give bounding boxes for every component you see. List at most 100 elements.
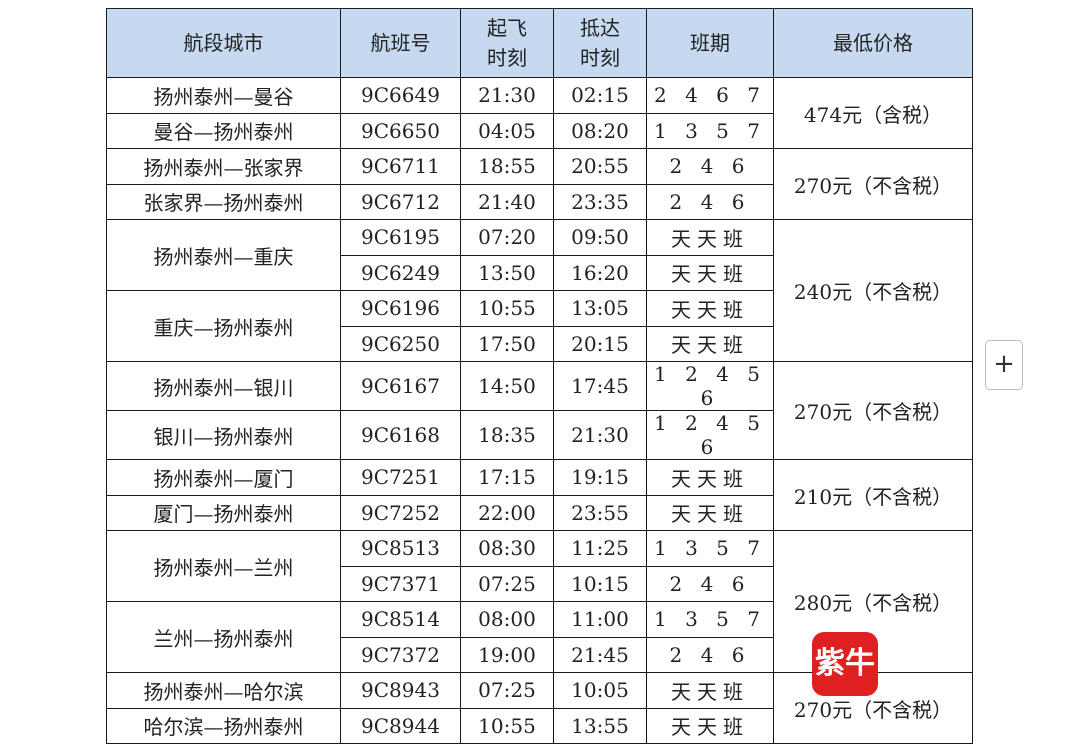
departure-time-cell: 08:30 [460, 530, 554, 567]
logo-text: 紫牛 [815, 646, 875, 681]
flight-number-cell: 9C6167 [340, 361, 461, 411]
schedule-days-cell: 2 4 6 [646, 636, 774, 673]
schedule-days-cell: 天天班 [646, 672, 774, 709]
price-cell: 240元（不含税） [773, 219, 973, 362]
price-cell: 270元（不含税） [773, 361, 973, 460]
route-cell: 厦门—扬州泰州 [106, 494, 341, 531]
schedule-days-cell: 2 4 6 [646, 565, 774, 602]
arrival-time-cell: 20:15 [553, 325, 647, 362]
flight-number-cell: 9C8513 [340, 530, 461, 567]
departure-time-cell: 07:25 [460, 672, 554, 709]
route-cell: 扬州泰州—厦门 [106, 459, 341, 496]
departure-time-cell: 08:00 [460, 601, 554, 638]
departure-time-cell: 13:50 [460, 254, 554, 291]
watermark-logo: 紫牛 [812, 632, 878, 696]
route-cell: 重庆—扬州泰州 [106, 290, 341, 362]
table-row: 扬州泰州—曼谷 9C6649 21:30 02:15 2 4 6 7 474元（含税） [106, 77, 973, 149]
schedule-days-cell: 天天班 [646, 254, 774, 291]
schedule-days-cell: 天天班 [646, 459, 774, 496]
arrival-time-cell: 10:15 [553, 565, 647, 602]
table-row: 扬州泰州—哈尔滨 9C8943 07:25 10:05 天天班 270元（不含税） [106, 672, 973, 744]
route-cell: 扬州泰州—重庆 [106, 219, 341, 291]
price-cell: 270元（不含税） [773, 672, 973, 744]
schedule-days-cell: 1 3 5 7 [646, 112, 774, 149]
schedule-days-cell: 1 3 5 7 [646, 530, 774, 567]
header-schedule: 班期 [646, 8, 774, 78]
arrival-time-cell: 17:45 [553, 361, 647, 411]
schedule-days-cell: 天天班 [646, 325, 774, 362]
arrival-time-cell: 19:15 [553, 459, 647, 496]
flight-number-cell: 9C8514 [340, 601, 461, 638]
schedule-days-cell: 2 4 6 [646, 183, 774, 220]
flight-schedule-table: 航段城市 航班号 起飞 时刻 抵达 时刻 班期 最低价格 扬州泰州—曼谷 9C66… [106, 8, 973, 744]
departure-time-cell: 10:55 [460, 707, 554, 744]
arrival-time-cell: 23:55 [553, 494, 647, 531]
flight-number-cell: 9C7371 [340, 565, 461, 602]
table-row: 扬州泰州—重庆 9C6195 07:20 09:50 天天班 240元（不含税） [106, 219, 973, 362]
table-row: 扬州泰州—兰州 9C8513 08:30 11:25 1 3 5 7 280元（不含税） [106, 530, 973, 673]
price-cell: 474元（含税） [773, 77, 973, 149]
header-row: 航段城市 航班号 起飞 时刻 抵达 时刻 班期 最低价格 [106, 8, 973, 78]
header-arrival: 抵达 时刻 [553, 8, 647, 78]
arrival-time-cell: 02:15 [553, 77, 647, 114]
expand-button[interactable]: + [985, 340, 1023, 390]
schedule-days-cell: 天天班 [646, 290, 774, 327]
route-cell: 张家界—扬州泰州 [106, 183, 341, 220]
price-cell: 210元（不含税） [773, 459, 973, 531]
departure-time-cell: 10:55 [460, 290, 554, 327]
flight-number-cell: 9C6712 [340, 183, 461, 220]
arrival-time-cell: 21:45 [553, 636, 647, 673]
flight-number-cell: 9C6249 [340, 254, 461, 291]
flight-number-cell: 9C6196 [340, 290, 461, 327]
arrival-time-cell: 10:05 [553, 672, 647, 709]
schedule-days-cell: 1 3 5 7 [646, 601, 774, 638]
schedule-days-cell: 1 2 4 5 6 [646, 410, 774, 460]
table-row: 厦门—扬州泰州 9C7252 22:00 23:55 天天班 [106, 494, 973, 531]
route-cell: 扬州泰州—银川 [106, 361, 341, 411]
arrival-time-cell: 13:55 [553, 707, 647, 744]
route-cell: 曼谷—扬州泰州 [106, 112, 341, 149]
departure-time-cell: 22:00 [460, 494, 554, 531]
flight-number-cell: 9C7372 [340, 636, 461, 673]
arrival-time-cell: 11:00 [553, 601, 647, 638]
route-cell: 扬州泰州—哈尔滨 [106, 672, 341, 709]
header-departure: 起飞 时刻 [460, 8, 554, 78]
arrival-time-cell: 16:20 [553, 254, 647, 291]
schedule-days-cell: 1 2 4 5 6 [646, 361, 774, 411]
arrival-time-cell: 21:30 [553, 410, 647, 460]
flight-number-cell: 9C6711 [340, 148, 461, 185]
flight-number-cell: 9C6195 [340, 219, 461, 256]
header-route: 航段城市 [106, 8, 341, 78]
departure-time-cell: 18:35 [460, 410, 554, 460]
schedule-days-cell: 天天班 [646, 494, 774, 531]
flight-number-cell: 9C8943 [340, 672, 461, 709]
departure-time-cell: 07:25 [460, 565, 554, 602]
route-cell: 扬州泰州—曼谷 [106, 77, 341, 114]
schedule-days-cell: 天天班 [646, 219, 774, 256]
departure-time-cell: 19:00 [460, 636, 554, 673]
route-cell: 哈尔滨—扬州泰州 [106, 707, 341, 744]
departure-time-cell: 07:20 [460, 219, 554, 256]
departure-time-cell: 14:50 [460, 361, 554, 411]
flight-number-cell: 9C6168 [340, 410, 461, 460]
departure-time-cell: 04:05 [460, 112, 554, 149]
table-row: 扬州泰州—银川 9C6167 14:50 17:45 1 2 4 5 6 270元（不含税… [106, 361, 973, 460]
price-cell: 270元（不含税） [773, 148, 973, 220]
header-flight-no: 航班号 [340, 8, 461, 78]
table-row: 扬州泰州—张家界 9C6711 18:55 20:55 2 4 6 270元（不含税） [106, 148, 973, 220]
table-row: 张家界—扬州泰州 9C6712 21:40 23:35 2 4 6 [106, 183, 973, 220]
route-cell: 扬州泰州—张家界 [106, 148, 341, 185]
arrival-time-cell: 09:50 [553, 219, 647, 256]
flight-number-cell: 9C6650 [340, 112, 461, 149]
flight-number-cell: 9C6649 [340, 77, 461, 114]
flight-number-cell: 9C8944 [340, 707, 461, 744]
flight-number-cell: 9C7251 [340, 459, 461, 496]
table-row: 9C6250 17:50 20:15 天天班 [107, 325, 973, 362]
departure-time-cell: 21:30 [460, 77, 554, 114]
schedule-days-cell: 天天班 [646, 707, 774, 744]
departure-time-cell: 18:55 [460, 148, 554, 185]
schedule-days-cell: 2 4 6 [646, 148, 774, 185]
header-lowest-price: 最低价格 [773, 8, 973, 78]
arrival-time-cell: 11:25 [553, 530, 647, 567]
arrival-time-cell: 08:20 [553, 112, 647, 149]
